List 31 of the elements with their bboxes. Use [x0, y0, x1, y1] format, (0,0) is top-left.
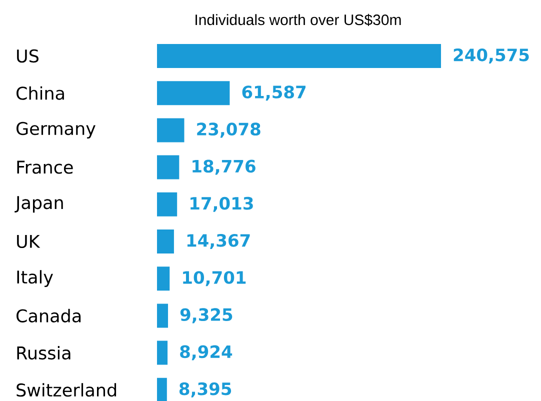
data-label: 61,587: [242, 86, 306, 101]
bar: [157, 340, 168, 365]
y-tick-label: France: [17, 160, 73, 174]
bar: [157, 229, 174, 254]
y-tick-label: Switzerland: [16, 383, 116, 397]
y-tick-label: US: [17, 49, 38, 63]
data-label: 14,367: [187, 234, 250, 250]
data-label: 23,078: [197, 122, 260, 138]
y-tick-label: Canada: [16, 308, 81, 322]
y-tick-label: China: [16, 86, 64, 100]
chart-title: Individuals worth over US$30m: [196, 14, 401, 26]
data-label: 240,575: [454, 48, 529, 64]
bar: [157, 155, 180, 180]
y-tick-label: Italy: [17, 270, 53, 288]
data-label: 10,701: [183, 271, 246, 286]
y-tick-label: UK: [17, 234, 40, 248]
y-tick-label: Japan: [14, 196, 63, 213]
bar: [157, 81, 230, 106]
data-label: 9,325: [180, 308, 232, 324]
bar: [157, 378, 167, 401]
bar: [157, 304, 168, 328]
y-tick-label: Germany: [16, 122, 96, 139]
data-label: 18,776: [192, 160, 256, 175]
bar: [157, 192, 178, 216]
bar: [157, 266, 170, 291]
data-label: 8,924: [180, 345, 232, 360]
y-tick-label: Russia: [17, 346, 70, 360]
data-label: 8,395: [179, 382, 232, 398]
bar: [157, 44, 441, 68]
data-label: 17,013: [190, 196, 253, 212]
bar: [157, 118, 184, 142]
